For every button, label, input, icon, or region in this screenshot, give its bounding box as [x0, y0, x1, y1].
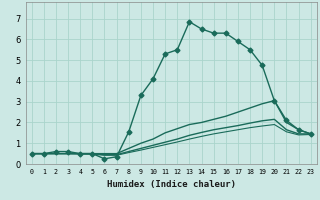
- X-axis label: Humidex (Indice chaleur): Humidex (Indice chaleur): [107, 180, 236, 189]
